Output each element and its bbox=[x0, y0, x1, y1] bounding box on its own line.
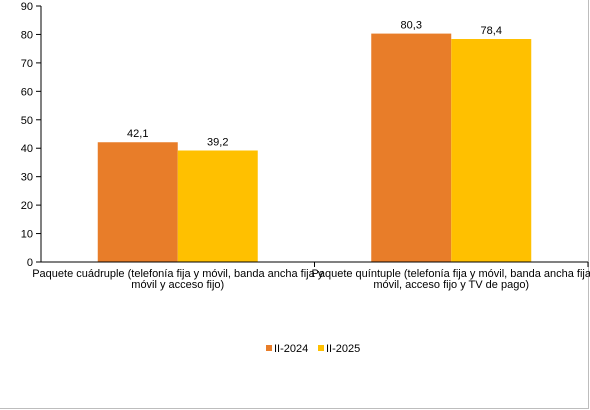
bar bbox=[451, 38, 532, 262]
y-tick-label: 40 bbox=[21, 143, 33, 155]
x-category-label: Paquete cuádruple (telefonía fija y móvi… bbox=[32, 268, 324, 280]
y-tick-label: 60 bbox=[21, 86, 33, 98]
data-label: 39,2 bbox=[207, 136, 228, 148]
data-label: 80,3 bbox=[401, 20, 422, 32]
y-tick-label: 20 bbox=[21, 200, 33, 212]
bar bbox=[371, 33, 452, 262]
y-tick-label: 90 bbox=[21, 1, 33, 13]
data-label: 78,4 bbox=[481, 25, 502, 37]
y-tick-label: 0 bbox=[27, 257, 33, 269]
x-category-label: Paquete quíntuple (telefonía fija y móvi… bbox=[312, 268, 590, 280]
x-category-label: móvil, acceso fijo y TV de pago) bbox=[373, 279, 529, 291]
y-tick-label: 30 bbox=[21, 172, 33, 184]
y-tick-label: 80 bbox=[21, 29, 33, 41]
legend-label: II-2025 bbox=[326, 343, 360, 355]
bar bbox=[97, 142, 178, 262]
data-label: 42,1 bbox=[127, 128, 148, 140]
y-tick-label: 10 bbox=[21, 229, 33, 241]
legend-label: II-2024 bbox=[274, 343, 308, 355]
y-tick-label: 50 bbox=[21, 115, 33, 127]
bar bbox=[177, 150, 258, 262]
legend-swatch bbox=[266, 345, 272, 351]
x-category-label: móvil y acceso fijo) bbox=[131, 279, 224, 291]
y-tick-label: 70 bbox=[21, 58, 33, 70]
legend-swatch bbox=[318, 345, 324, 351]
